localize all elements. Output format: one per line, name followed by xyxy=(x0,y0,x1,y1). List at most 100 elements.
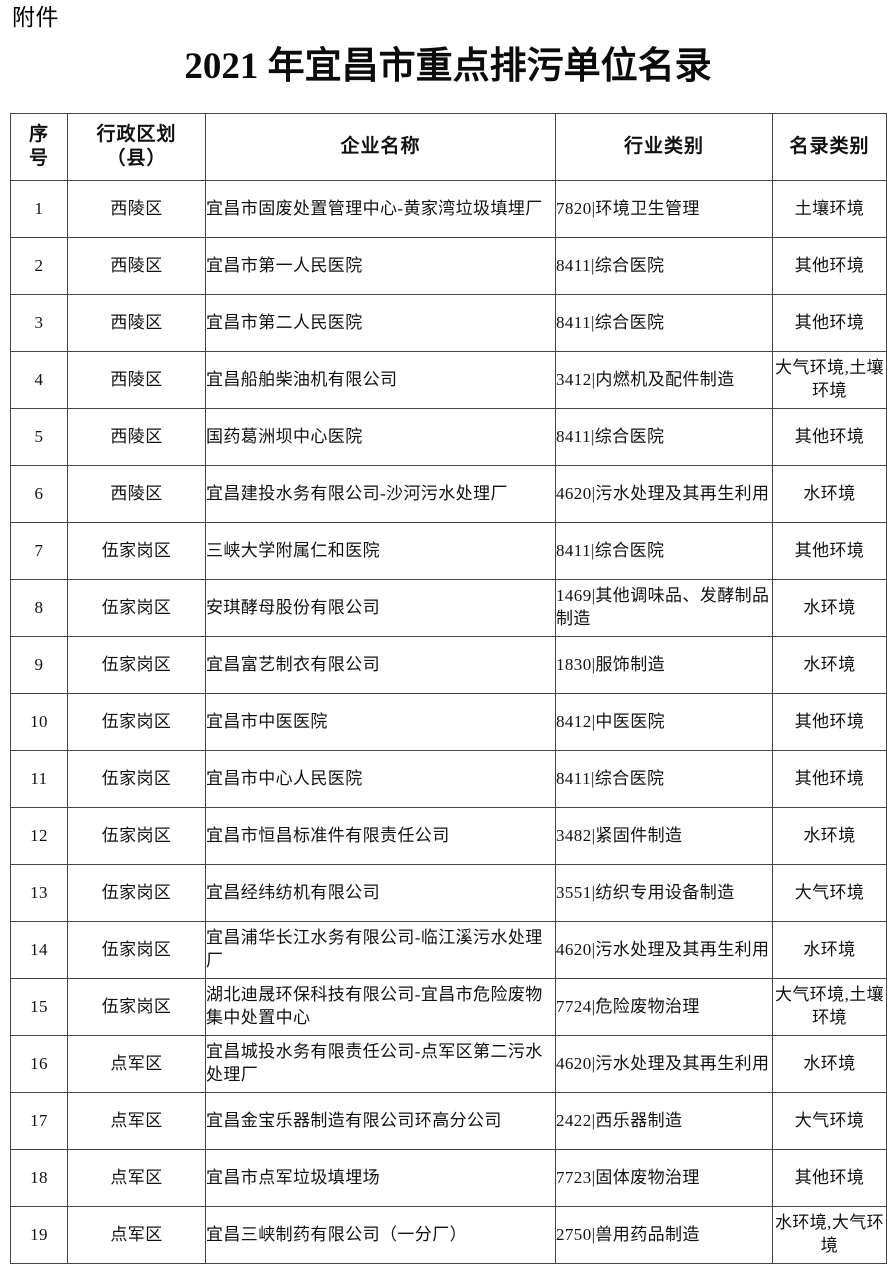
cell-company: 三峡大学附属仁和医院 xyxy=(205,522,556,580)
cell-industry: 7723|固体废物治理 xyxy=(555,1149,773,1207)
cell-catalog: 水环境 xyxy=(772,636,887,694)
cell-catalog: 其他环境 xyxy=(772,750,887,808)
table-row: 14 伍家岗区 宜昌浦华长江水务有限公司-临江溪污水处理厂 4620|污水处理及其再生… xyxy=(10,921,887,979)
cell-catalog: 土壤环境 xyxy=(772,180,887,238)
table-row: 18 点军区 宜昌市点军垃圾填埋场 7723|固体废物治理 其他环境 xyxy=(10,1149,887,1207)
cell-sequence: 19 xyxy=(10,1206,68,1264)
cell-district: 伍家岗区 xyxy=(67,522,206,580)
table-row: 19 点军区 宜昌三峡制药有限公司（一分厂） 2750|兽用药品制造 水环境,大气环境 xyxy=(10,1206,887,1264)
cell-industry: 3551|纺织专用设备制造 xyxy=(555,864,773,922)
cell-industry: 8411|综合医院 xyxy=(555,522,773,580)
page-title: 2021 年宜昌市重点排污单位名录 xyxy=(184,46,712,87)
cell-catalog: 其他环境 xyxy=(772,237,887,295)
table-row: 8 伍家岗区 安琪酵母股份有限公司 1469|其他调味品、发酵制品制造 水环境 xyxy=(10,579,887,637)
cell-company: 湖北迪晟环保科技有限公司-宜昌市危险废物集中处置中心 xyxy=(205,978,556,1036)
table-row: 13 伍家岗区 宜昌经纬纺机有限公司 3551|纺织专用设备制造 大气环境 xyxy=(10,864,887,922)
cell-company: 宜昌三峡制药有限公司（一分厂） xyxy=(205,1206,556,1264)
pollutant-units-table: 序 号 行政区划 （县） 企业名称 行业类别 名录类别 1 西陵区 宜昌市固废处置管… xyxy=(10,113,887,1264)
cell-sequence: 2 xyxy=(10,237,68,295)
table-row: 10 伍家岗区 宜昌市中医医院 8412|中医医院 其他环境 xyxy=(10,693,887,751)
cell-company: 宜昌市点军垃圾填埋场 xyxy=(205,1149,556,1207)
column-header-district: 行政区划 （县） xyxy=(67,113,206,181)
cell-industry: 4620|污水处理及其再生利用 xyxy=(555,921,773,979)
cell-company: 宜昌市第二人民医院 xyxy=(205,294,556,352)
cell-sequence: 1 xyxy=(10,180,68,238)
table-row: 7 伍家岗区 三峡大学附属仁和医院 8411|综合医院 其他环境 xyxy=(10,522,887,580)
cell-company: 宜昌城投水务有限责任公司-点军区第二污水处理厂 xyxy=(205,1035,556,1093)
cell-company: 宜昌浦华长江水务有限公司-临江溪污水处理厂 xyxy=(205,921,556,979)
table-row: 6 西陵区 宜昌建投水务有限公司-沙河污水处理厂 4620|污水处理及其再生利用 水环境 xyxy=(10,465,887,523)
cell-industry: 1469|其他调味品、发酵制品制造 xyxy=(555,579,773,637)
cell-company: 宜昌富艺制衣有限公司 xyxy=(205,636,556,694)
column-header-sequence-line2: 号 xyxy=(28,148,49,169)
column-header-sequence: 序 号 xyxy=(10,113,68,181)
cell-company: 宜昌市第一人民医院 xyxy=(205,237,556,295)
cell-company: 国药葛洲坝中心医院 xyxy=(205,408,556,466)
column-header-district-line1: 行政区划 xyxy=(96,124,177,146)
cell-company: 宜昌经纬纺机有限公司 xyxy=(205,864,556,922)
table-row: 16 点军区 宜昌城投水务有限责任公司-点军区第二污水处理厂 4620|污水处理及其再… xyxy=(10,1035,887,1093)
table-row: 12 伍家岗区 宜昌市恒昌标准件有限责任公司 3482|紧固件制造 水环境 xyxy=(10,807,887,865)
cell-catalog: 水环境 xyxy=(772,465,887,523)
cell-catalog: 水环境 xyxy=(772,807,887,865)
cell-company: 宜昌金宝乐器制造有限公司环高分公司 xyxy=(205,1092,556,1150)
cell-industry: 8411|综合医院 xyxy=(555,750,773,808)
cell-company: 宜昌建投水务有限公司-沙河污水处理厂 xyxy=(205,465,556,523)
cell-district: 伍家岗区 xyxy=(67,750,206,808)
cell-company: 宜昌市固废处置管理中心-黄家湾垃圾填埋厂 xyxy=(205,180,556,238)
cell-sequence: 8 xyxy=(10,579,68,637)
cell-industry: 3482|紧固件制造 xyxy=(555,807,773,865)
cell-company: 宜昌船舶柴油机有限公司 xyxy=(205,351,556,409)
cell-catalog: 大气环境 xyxy=(772,864,887,922)
column-header-sequence-line1: 序 xyxy=(28,124,49,146)
cell-district: 西陵区 xyxy=(67,351,206,409)
cell-catalog: 水环境 xyxy=(772,1035,887,1093)
cell-district: 伍家岗区 xyxy=(67,636,206,694)
cell-industry: 1830|服饰制造 xyxy=(555,636,773,694)
listing-table-container: 序 号 行政区划 （县） 企业名称 行业类别 名录类别 1 西陵区 宜昌市固废处置管… xyxy=(10,113,887,1264)
cell-district: 西陵区 xyxy=(67,237,206,295)
cell-company: 安琪酵母股份有限公司 xyxy=(205,579,556,637)
cell-sequence: 16 xyxy=(10,1035,68,1093)
column-header-district-line2: （县） xyxy=(106,148,167,169)
cell-sequence: 11 xyxy=(10,750,68,808)
column-header-industry: 行业类别 xyxy=(555,113,773,181)
cell-district: 点军区 xyxy=(67,1149,206,1207)
cell-sequence: 6 xyxy=(10,465,68,523)
cell-catalog: 其他环境 xyxy=(772,408,887,466)
column-header-catalog: 名录类别 xyxy=(772,113,887,181)
cell-catalog: 大气环境,土壤环境 xyxy=(772,351,887,409)
cell-sequence: 10 xyxy=(10,693,68,751)
cell-district: 西陵区 xyxy=(67,180,206,238)
table-row: 3 西陵区 宜昌市第二人民医院 8411|综合医院 其他环境 xyxy=(10,294,887,352)
cell-catalog: 其他环境 xyxy=(772,522,887,580)
cell-sequence: 12 xyxy=(10,807,68,865)
cell-industry: 8411|综合医院 xyxy=(555,237,773,295)
cell-catalog: 其他环境 xyxy=(772,693,887,751)
table-row: 9 伍家岗区 宜昌富艺制衣有限公司 1830|服饰制造 水环境 xyxy=(10,636,887,694)
table-row: 11 伍家岗区 宜昌市中心人民医院 8411|综合医院 其他环境 xyxy=(10,750,887,808)
cell-district: 点军区 xyxy=(67,1035,206,1093)
cell-district: 伍家岗区 xyxy=(67,978,206,1036)
cell-district: 伍家岗区 xyxy=(67,693,206,751)
table-row: 17 点军区 宜昌金宝乐器制造有限公司环高分公司 2422|西乐器制造 大气环境 xyxy=(10,1092,887,1150)
cell-district: 伍家岗区 xyxy=(67,807,206,865)
cell-sequence: 5 xyxy=(10,408,68,466)
cell-industry: 4620|污水处理及其再生利用 xyxy=(555,1035,773,1093)
cell-industry: 2422|西乐器制造 xyxy=(555,1092,773,1150)
cell-sequence: 4 xyxy=(10,351,68,409)
cell-sequence: 13 xyxy=(10,864,68,922)
column-header-company: 企业名称 xyxy=(205,113,556,181)
cell-district: 伍家岗区 xyxy=(67,864,206,922)
cell-catalog: 大气环境 xyxy=(772,1092,887,1150)
cell-catalog: 大气环境,土壤环境 xyxy=(772,978,887,1036)
table-body: 1 西陵区 宜昌市固废处置管理中心-黄家湾垃圾填埋厂 7820|环境卫生管理 土壤环境 2… xyxy=(10,180,887,1264)
table-row: 15 伍家岗区 湖北迪晟环保科技有限公司-宜昌市危险废物集中处置中心 7724|危险废… xyxy=(10,978,887,1036)
cell-district: 点军区 xyxy=(67,1206,206,1264)
cell-industry: 7724|危险废物治理 xyxy=(555,978,773,1036)
cell-sequence: 15 xyxy=(10,978,68,1036)
table-row: 4 西陵区 宜昌船舶柴油机有限公司 3412|内燃机及配件制造 大气环境,土壤环境 xyxy=(10,351,887,409)
cell-sequence: 18 xyxy=(10,1149,68,1207)
cell-district: 西陵区 xyxy=(67,294,206,352)
